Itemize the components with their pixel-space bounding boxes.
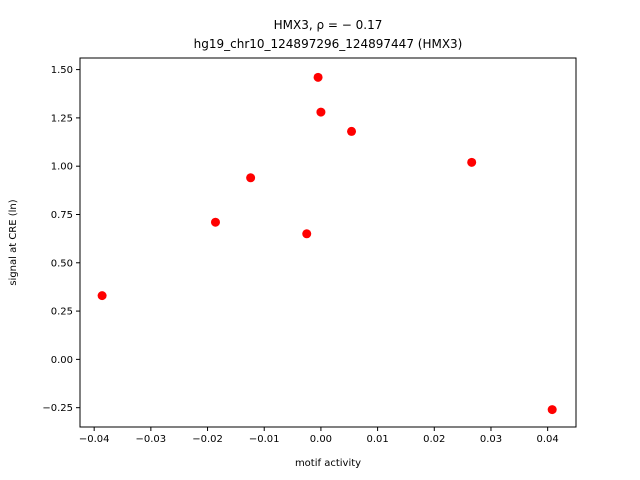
- y-axis-ticks: −0.25 0.00 0.25 0.50 0.75 1.00 1.25 1.50: [42, 65, 80, 414]
- y-tick-label: 1.50: [51, 65, 73, 76]
- y-axis-label: signal at CRE (ln): [8, 199, 19, 285]
- x-tick-label: 0.03: [480, 434, 502, 445]
- x-tick-label: −0.01: [249, 434, 280, 445]
- y-tick-label: 1.25: [51, 113, 73, 124]
- x-tick-label: −0.04: [79, 434, 110, 445]
- data-point: [210, 217, 220, 227]
- chart-title-line2: hg19_chr10_124897296_124897447 (HMX3): [194, 37, 463, 51]
- data-point: [302, 229, 312, 239]
- data-point: [547, 405, 557, 415]
- x-axis-label: motif activity: [295, 458, 361, 469]
- data-point: [316, 107, 326, 117]
- data-point: [347, 126, 357, 136]
- y-tick-label: −0.25: [42, 403, 73, 414]
- plot-frame: [79, 57, 577, 428]
- data-point: [467, 157, 477, 167]
- data-point: [97, 291, 107, 301]
- data-point: [246, 173, 256, 183]
- y-tick-label: 0.00: [51, 355, 73, 366]
- y-tick-label: 0.50: [51, 258, 73, 269]
- x-tick-label: 0.02: [423, 434, 445, 445]
- y-tick-label: 0.75: [51, 210, 73, 221]
- x-tick-label: −0.03: [136, 434, 167, 445]
- x-tick-label: 0.04: [537, 434, 559, 445]
- data-points: [97, 72, 557, 415]
- y-tick-label: 0.25: [51, 307, 73, 318]
- x-axis-ticks: −0.04 −0.03 −0.02 −0.01 0.00 0.01 0.02 0.03 0.04: [79, 427, 559, 445]
- y-tick-label: 1.00: [51, 162, 73, 173]
- data-point: [313, 72, 323, 82]
- x-tick-label: −0.02: [192, 434, 223, 445]
- x-tick-label: 0.00: [310, 434, 332, 445]
- x-tick-label: 0.01: [366, 434, 388, 445]
- chart-title-line1: HMX3, ρ = − 0.17: [274, 18, 383, 32]
